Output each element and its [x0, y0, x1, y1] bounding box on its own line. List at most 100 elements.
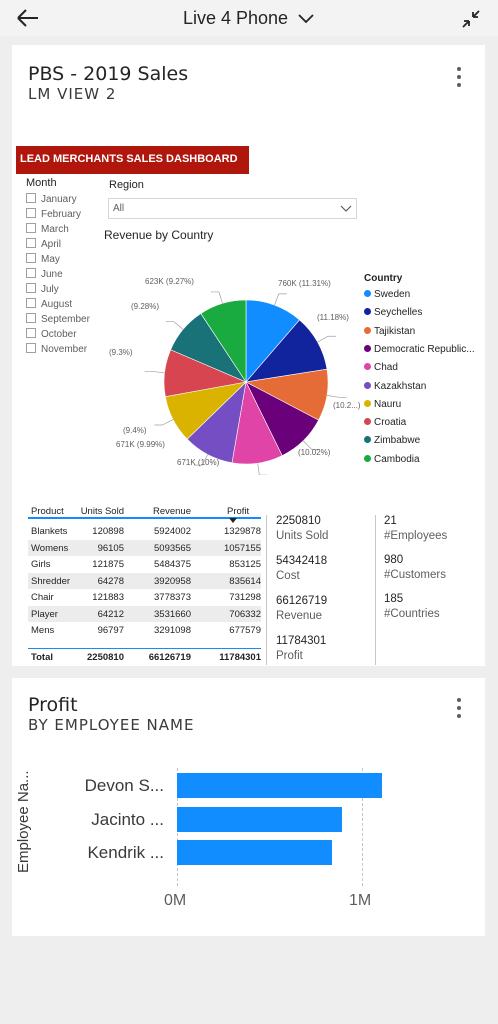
- kpi-card[interactable]: 54342418 Cost: [276, 555, 327, 582]
- pie-leader-line: [210, 291, 223, 304]
- pie-leader-line: [154, 419, 174, 426]
- month-label: July: [41, 284, 59, 295]
- month-checkbox-item[interactable]: November: [26, 343, 104, 353]
- legend-item[interactable]: Seychelles: [364, 307, 422, 318]
- checkbox[interactable]: [26, 328, 36, 338]
- month-checkbox-item[interactable]: January: [26, 193, 104, 208]
- legend-item[interactable]: Democratic Republic...: [364, 344, 475, 355]
- checkbox[interactable]: [26, 223, 36, 233]
- checkbox[interactable]: [26, 193, 36, 203]
- month-slicer: January February March April May June July Augu…: [26, 193, 104, 353]
- month-checkbox-item[interactable]: February: [26, 208, 104, 223]
- pie-leader-line: [302, 440, 320, 450]
- more-options-icon[interactable]: [455, 696, 463, 720]
- kpi-card[interactable]: 980 #Customers: [384, 554, 446, 581]
- kpi-card[interactable]: 21 #Employees: [384, 515, 447, 542]
- legend-item[interactable]: Zimbabwe: [364, 435, 420, 446]
- employee-label: Devon S...: [84, 776, 164, 795]
- column-header[interactable]: Product: [31, 506, 64, 517]
- legend-title: Country: [364, 273, 403, 284]
- column-header[interactable]: Profit: [227, 506, 250, 517]
- legend-label: Democratic Republic...: [374, 343, 475, 355]
- checkbox[interactable]: [26, 298, 36, 308]
- month-checkbox-item[interactable]: July: [26, 283, 104, 298]
- profit-bar[interactable]: [177, 773, 383, 798]
- checkbox[interactable]: [26, 313, 36, 323]
- table-row[interactable]: Mens 96797 3291098 677579: [28, 622, 261, 638]
- collapse-icon[interactable]: [460, 8, 482, 30]
- profit-bar[interactable]: [177, 806, 342, 832]
- tile-title: Profit: [28, 694, 78, 716]
- pie-leader-line: [257, 463, 268, 475]
- table-cell: 853125: [229, 559, 261, 570]
- product-table[interactable]: Product Units Sold Revenue Profit Blanke…: [28, 503, 261, 666]
- table-row[interactable]: Shredder 64278 3920958 835614: [28, 572, 261, 589]
- legend-item[interactable]: Chad: [364, 362, 398, 373]
- checkbox[interactable]: [26, 343, 36, 353]
- table-cell: 96105: [97, 542, 124, 554]
- dashboard-banner: LEAD MERCHANTS SALES DASHBOARD: [16, 146, 249, 174]
- table-cell: 121883: [92, 592, 124, 603]
- legend-item[interactable]: Croatia: [364, 417, 406, 428]
- pie-slice-cambodia[interactable]: [200, 299, 247, 384]
- month-slicer-label: Month: [26, 177, 57, 189]
- legend-label: Tajikistan: [374, 325, 416, 337]
- pie-data-label: (10.02%): [298, 448, 331, 457]
- checkbox[interactable]: [26, 283, 36, 293]
- table-cell: 3531660: [154, 608, 191, 620]
- table-cell: 5093565: [154, 542, 191, 554]
- legend-color-dot: [364, 454, 371, 462]
- legend-item[interactable]: Sweden: [364, 289, 410, 300]
- legend-color-dot: [364, 436, 371, 444]
- table-cell: 1329878: [224, 526, 261, 537]
- legend-color-dot: [364, 418, 371, 426]
- kpi-card[interactable]: 11784301 Profit: [276, 635, 326, 662]
- table-row[interactable]: Girls 121875 5484375 853125: [28, 556, 261, 572]
- more-options-icon[interactable]: [455, 65, 463, 89]
- legend-item[interactable]: Tajikistan: [364, 326, 415, 337]
- pie-data-label: 671K (10%): [177, 458, 220, 467]
- checkbox[interactable]: [26, 238, 36, 248]
- table-cell: Blankets: [31, 526, 68, 537]
- legend-item[interactable]: Kazakhstan: [364, 381, 426, 392]
- table-row[interactable]: Blankets 120898 5924002 1329878: [28, 523, 261, 539]
- checkbox[interactable]: [26, 268, 36, 278]
- kpi-card[interactable]: 2250810 Units Sold: [276, 515, 328, 542]
- month-checkbox-item[interactable]: September: [26, 313, 104, 328]
- legend-color-dot: [364, 308, 371, 316]
- y-axis-title-text: Employee Na...: [15, 770, 32, 873]
- month-checkbox-item[interactable]: October: [26, 328, 104, 343]
- pie-data-label: (9.3%): [109, 348, 133, 357]
- pie-data-label: 760K (11.31%): [278, 279, 331, 288]
- table-row[interactable]: Player 64212 3531660 706332: [28, 605, 261, 622]
- column-header[interactable]: Units Sold: [80, 506, 124, 517]
- sales-dashboard-tile[interactable]: PBS - 2019 Sales LM VIEW 2 LEAD MERCHANT…: [12, 45, 485, 666]
- profit-bar[interactable]: [177, 840, 333, 865]
- checkbox[interactable]: [26, 208, 36, 218]
- dashboard-title-dropdown[interactable]: Live 4 Phone: [0, 7, 498, 29]
- month-label: May: [41, 254, 60, 265]
- month-checkbox-item[interactable]: August: [26, 298, 104, 313]
- checkbox[interactable]: [26, 253, 36, 263]
- dashboard-title: Live 4 Phone: [182, 7, 289, 28]
- kpi-label: #Employees: [384, 530, 448, 542]
- month-label: February: [41, 209, 82, 220]
- kpi-cards-left: 2250810 Units Sold 54342418 Cost 66126719 Rev…: [276, 515, 371, 665]
- legend-item[interactable]: Nauru: [364, 399, 401, 410]
- revenue-pie-chart[interactable]: [92, 265, 372, 475]
- table-cell: 64278: [97, 575, 124, 587]
- month-checkbox-item[interactable]: March: [26, 223, 104, 238]
- kpi-card[interactable]: 66126719 Revenue: [276, 595, 327, 622]
- legend-item[interactable]: Cambodia: [364, 454, 420, 465]
- month-checkbox-item[interactable]: May: [26, 253, 104, 268]
- pie-data-label: (11.18%): [317, 313, 349, 322]
- kpi-card[interactable]: 185 #Countries: [384, 593, 440, 620]
- table-row[interactable]: Womens 96105 5093565 1057155: [28, 539, 261, 556]
- sort-descending-icon: [229, 518, 237, 523]
- back-arrow-icon[interactable]: [14, 6, 44, 30]
- column-header[interactable]: Revenue: [152, 506, 191, 517]
- region-dropdown[interactable]: All: [108, 198, 357, 219]
- month-checkbox-item[interactable]: June: [26, 268, 104, 283]
- table-row[interactable]: Chair 121883 3778373 731298: [28, 589, 261, 605]
- month-checkbox-item[interactable]: April: [26, 238, 104, 253]
